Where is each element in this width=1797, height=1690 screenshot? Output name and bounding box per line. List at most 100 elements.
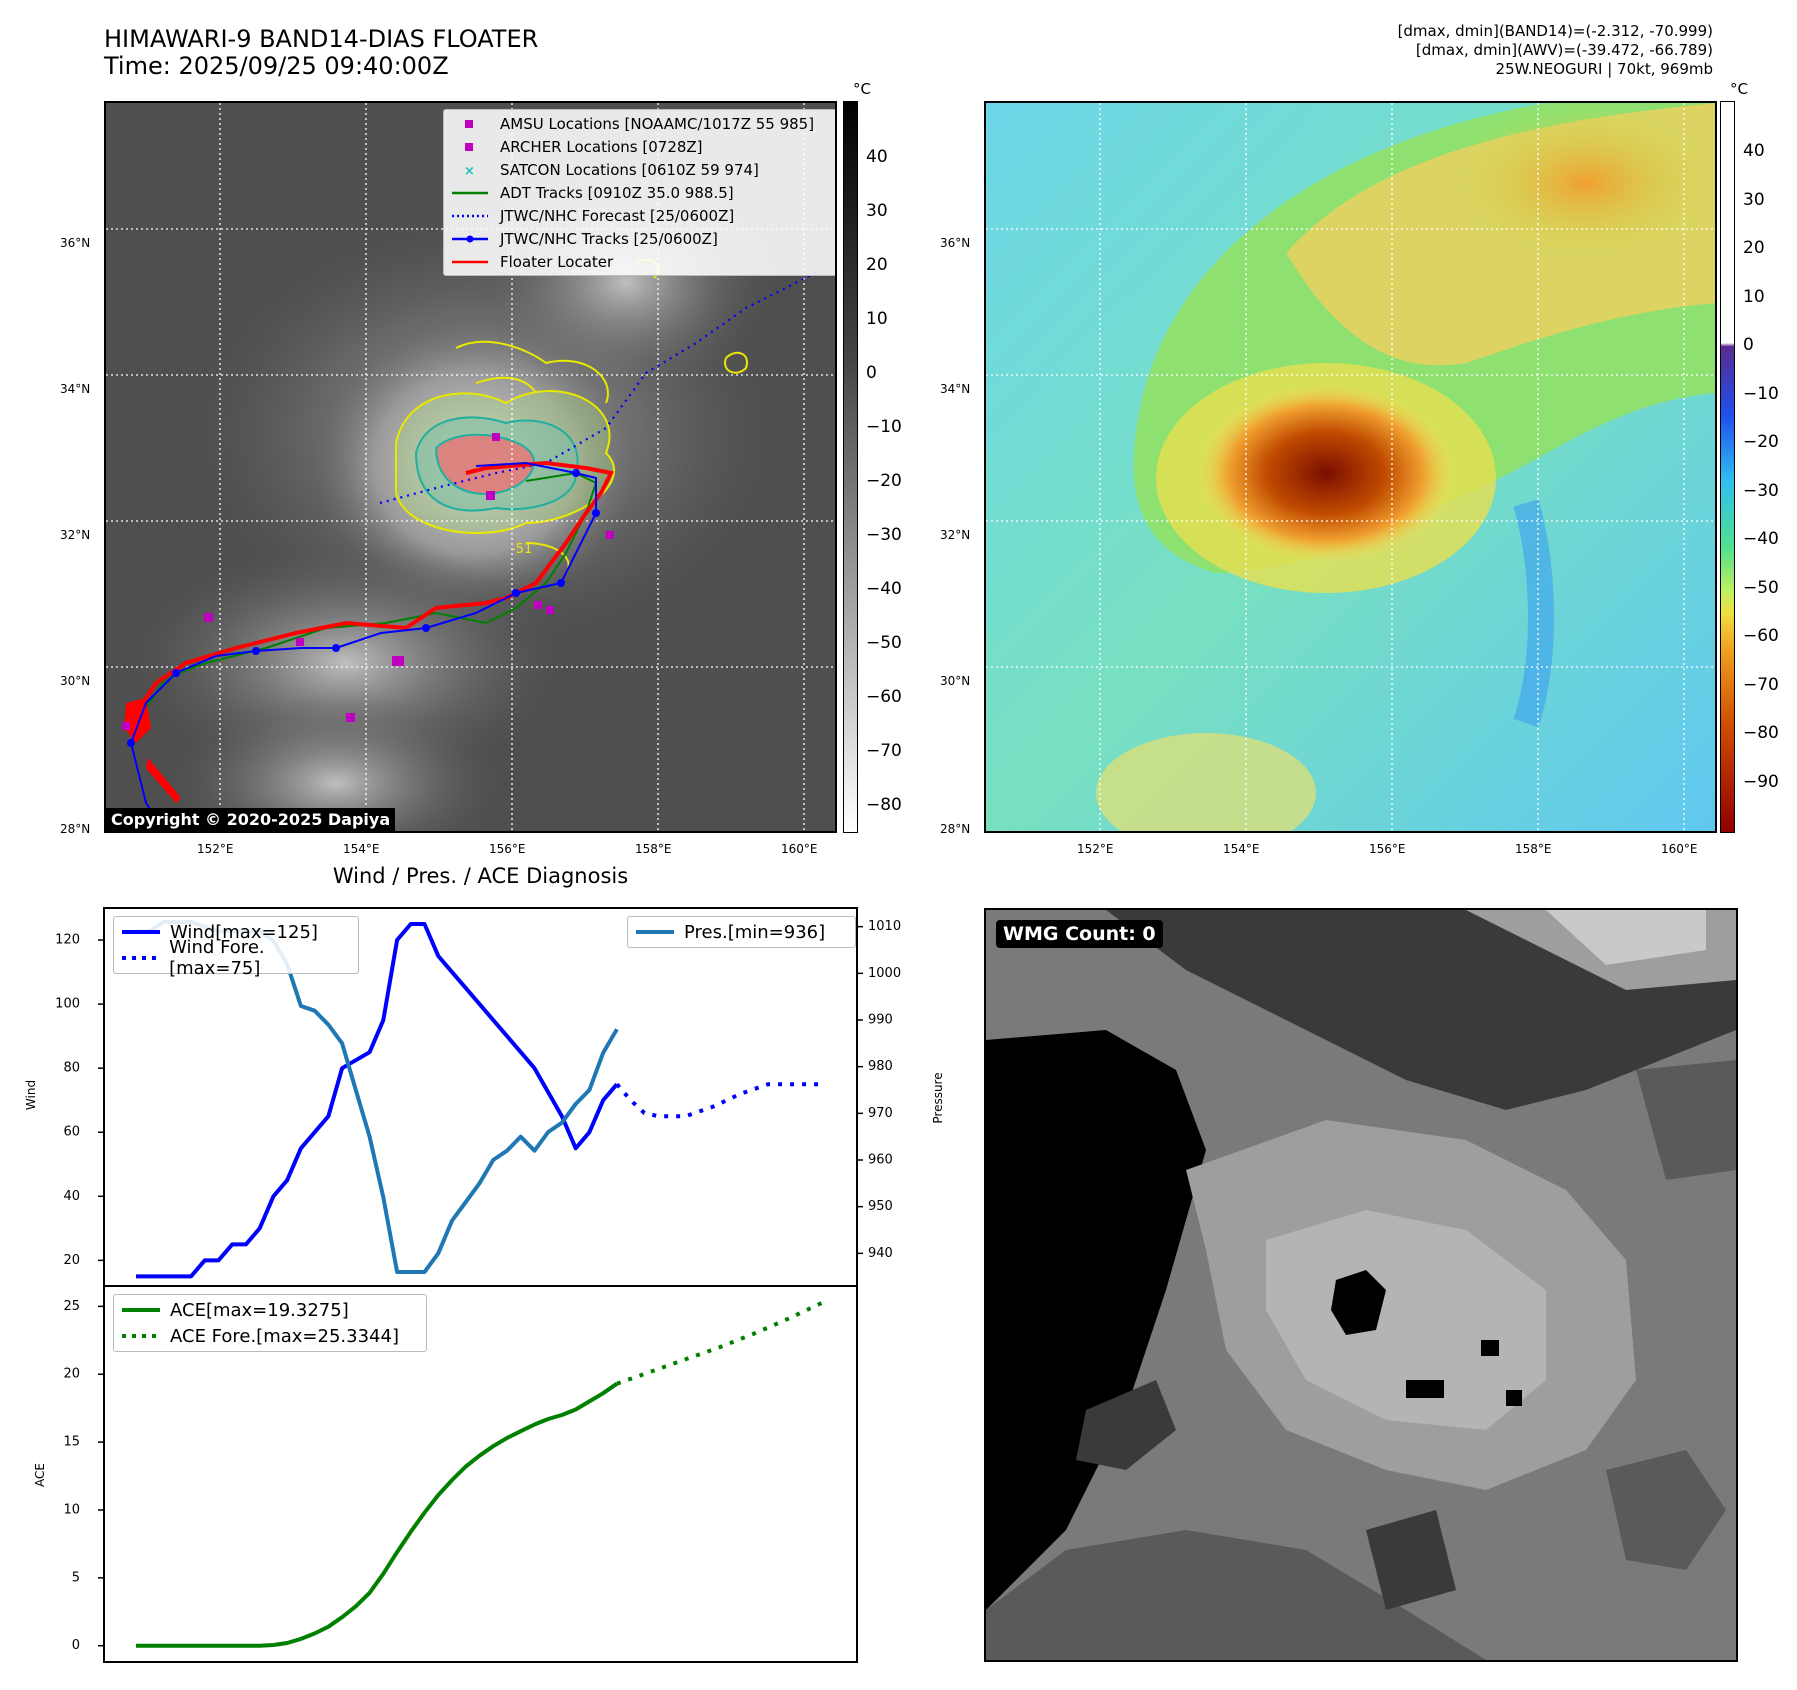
wv-map-image: [986, 103, 1715, 831]
wv-lat-label-34: 34°N: [940, 382, 971, 396]
diagnosis-chart: Wind Pressure ACE 1201008060402010101000…: [24, 907, 945, 1663]
wv-lon-label-160: 160°E: [1661, 842, 1698, 856]
wv-lon-label-156: 156°E: [1369, 842, 1406, 856]
series-line-ace: [136, 1382, 619, 1648]
jtwc-forecast-track: [379, 262, 835, 505]
tick-label: 1000: [868, 966, 901, 981]
tick-label: 60: [63, 1125, 80, 1140]
tick-label: 0: [72, 1638, 80, 1653]
map-legend-swatch: ×: [464, 164, 475, 176]
svg-text:×: ×: [464, 164, 475, 176]
diagnosis-title: Wind / Pres. / ACE Diagnosis: [332, 864, 629, 888]
series-line-wind-fore: [615, 1082, 823, 1119]
wv-lat-label-32: 32°N: [940, 528, 971, 542]
storm-stats: [dmax, dmin](BAND14)=(-2.312, -70.999) […: [1398, 22, 1713, 79]
wv-lat-label-28: 28°N: [940, 822, 971, 836]
wind-fore-legend-label: Wind Fore.[max=75]: [169, 937, 265, 979]
ace-legend-label: ACE[max=19.3275]: [170, 1299, 349, 1321]
colorbar-tick-label: −70: [866, 741, 902, 761]
colorbar-tick-label: −60: [866, 687, 902, 707]
microwave-image: [986, 910, 1736, 1660]
title-line-2: Time: 2025/09/25 09:40:00Z: [104, 52, 449, 80]
map-legend-item: Floater Locater: [450, 250, 834, 273]
colorbar-tick-label: −10: [866, 417, 902, 437]
tick-label: 20: [63, 1367, 80, 1382]
wv-lat-label-30: 30°N: [940, 674, 971, 688]
colorbar-tick-label: −90: [1743, 771, 1779, 792]
tick-label: 960: [868, 1153, 893, 1168]
ace-axes-frame: [103, 1285, 858, 1663]
wind-legend-label: Wind[max=125]: [170, 921, 318, 943]
colorbar-tick-label: −20: [1743, 432, 1779, 452]
lon-label-152: 152°E: [197, 842, 234, 856]
lat-label-36: 36°N: [60, 236, 91, 250]
colorbar-tick-label: −40: [1743, 529, 1779, 549]
ir-colorbar-unit: °C: [853, 80, 871, 98]
wind-legend: Wind[max=125] Wind Fore.[max=75]: [113, 916, 359, 979]
pres-legend-swatch: [636, 930, 674, 934]
tick-label: 20: [63, 1253, 80, 1268]
map-legend-label: SATCON Locations [0610Z 59 974]: [500, 160, 759, 179]
colorbar-tick-label: 10: [1743, 286, 1765, 307]
colorbar-tick-label: 40: [866, 147, 888, 167]
wind-fore-legend-swatch: [122, 956, 160, 960]
colorbar-tick-label: −30: [866, 525, 902, 545]
lat-label-28: 28°N: [60, 822, 91, 836]
stats-line-3: 25W.NEOGURI | 70kt, 969mb: [1495, 60, 1713, 78]
colorbar-tick-label: −50: [1743, 577, 1779, 598]
wv-lon-label-154: 154°E: [1223, 842, 1260, 856]
colorbar-tick-label: 10: [866, 309, 888, 329]
map-legend-label: ADT Tracks [0910Z 35.0 988.5]: [500, 183, 734, 202]
colorbar-tick-label: 20: [1743, 238, 1765, 258]
map-legend-label: JTWC/NHC Forecast [25/0600Z]: [500, 206, 735, 225]
ace-fore-legend-swatch: [122, 1334, 160, 1338]
tick-label: 980: [868, 1059, 893, 1074]
series-line-wind: [136, 922, 619, 1279]
colorbar-tick-label: 0: [1743, 335, 1754, 355]
wmg-count-label: WMG Count: 0: [996, 920, 1163, 948]
colorbar-tick-label: −80: [866, 795, 902, 815]
tick-label: 120: [55, 933, 80, 948]
colorbar-tick-label: −50: [866, 633, 902, 653]
tick-label: 5: [72, 1570, 80, 1585]
wind-ylabel: Wind: [24, 1080, 38, 1110]
lat-label-30: 30°N: [60, 674, 91, 688]
map-legend-item: ADT Tracks [0910Z 35.0 988.5]: [450, 181, 834, 204]
ir-map-panel: -51: [104, 101, 837, 833]
tick-label: 10: [63, 1502, 80, 1517]
wv-colorbar-unit: °C: [1730, 80, 1748, 98]
map-legend-item: JTWC/NHC Forecast [25/0600Z]: [450, 204, 834, 227]
stats-line-1: [dmax, dmin](BAND14)=(-2.312, -70.999): [1397, 22, 1713, 40]
tick-label: 25: [63, 1299, 80, 1314]
tick-label: 970: [868, 1106, 893, 1121]
map-legend-swatch: [452, 214, 488, 217]
colorbar-tick-label: 0: [866, 363, 877, 383]
microwave-panel: WMG Count: 0: [984, 908, 1738, 1662]
colorbar-tick-label: 30: [866, 201, 888, 221]
ace-fore-legend-label: ACE Fore.[max=25.3344]: [170, 1325, 399, 1347]
map-legend-swatch: [452, 260, 488, 263]
tick-label: 940: [868, 1246, 893, 1261]
map-legend-label: Floater Locater: [500, 252, 614, 271]
colorbar-tick-label: −40: [866, 579, 902, 599]
colorbar-tick-label: 20: [866, 255, 888, 275]
map-legend-item: AMSU Locations [NOAAMC/1017Z 55 985]: [450, 112, 834, 135]
map-legend-item: JTWC/NHC Tracks [25/0600Z]: [450, 227, 834, 250]
map-legend-label: ARCHER Locations [0728Z]: [500, 137, 703, 156]
map-legend-item: ARCHER Locations [0728Z]: [450, 135, 834, 158]
figure-title: HIMAWARI-9 BAND14-DIAS FLOATER Time: 202…: [104, 26, 538, 80]
map-legend-item: × SATCON Locations [0610Z 59 974]: [450, 158, 834, 181]
title-line-1: HIMAWARI-9 BAND14-DIAS FLOATER: [104, 25, 539, 53]
map-legend-rows: AMSU Locations [NOAAMC/1017Z 55 985] ARCH…: [450, 112, 834, 273]
tick-label: 15: [63, 1435, 80, 1450]
wind-legend-swatch: [122, 930, 160, 934]
colorbar-tick-label: 30: [1743, 189, 1765, 210]
pressure-legend: Pres.[min=936]: [627, 916, 856, 948]
stats-line-2: [dmax, dmin](AWV)=(-39.472, -66.789): [1415, 41, 1713, 59]
map-legend-swatch: [465, 142, 473, 151]
map-legend-label: JTWC/NHC Tracks [25/0600Z]: [500, 229, 718, 248]
ace-legend-swatch: [122, 1308, 160, 1312]
tick-label: 40: [63, 1189, 80, 1204]
map-legend-swatch: [465, 119, 473, 128]
map-legend-swatch: [452, 191, 488, 194]
